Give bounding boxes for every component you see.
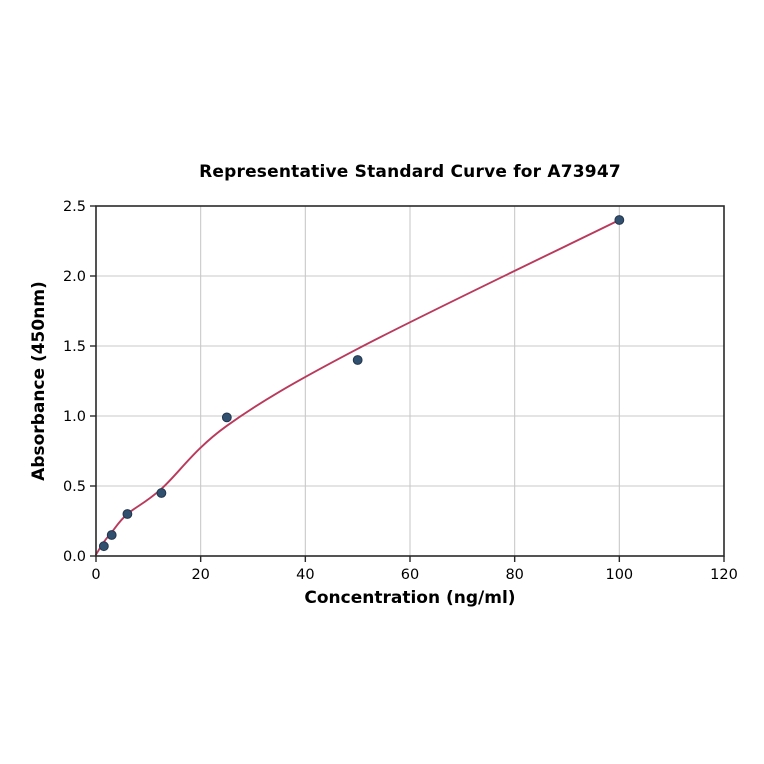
x-axis-label: Concentration (ng/ml) [304, 588, 516, 608]
x-tick-label: 20 [191, 567, 209, 583]
x-tick-label: 60 [401, 567, 419, 583]
chart-title: Representative Standard Curve for A73947 [199, 162, 621, 182]
data-point [98, 541, 109, 552]
data-point [106, 530, 117, 540]
y-tick-label: 2.5 [63, 199, 86, 215]
x-tick-label: 0 [91, 567, 100, 583]
data-point [352, 355, 363, 365]
y-tick-label: 1.0 [63, 409, 86, 425]
x-tick-label: 120 [710, 567, 738, 583]
data-point [221, 412, 232, 423]
x-tick-label: 80 [505, 567, 523, 583]
y-tick-label: 0.0 [63, 549, 86, 565]
y-tick-label: 2.0 [63, 269, 86, 285]
y-tick-label: 1.5 [63, 339, 86, 355]
x-tick-label: 100 [605, 567, 633, 583]
data-point [156, 488, 167, 498]
data-point [614, 215, 625, 225]
fit-curve [95, 219, 621, 556]
data-point [122, 509, 133, 519]
y-tick-label: 0.5 [63, 479, 86, 495]
x-tick-label: 40 [296, 567, 314, 583]
